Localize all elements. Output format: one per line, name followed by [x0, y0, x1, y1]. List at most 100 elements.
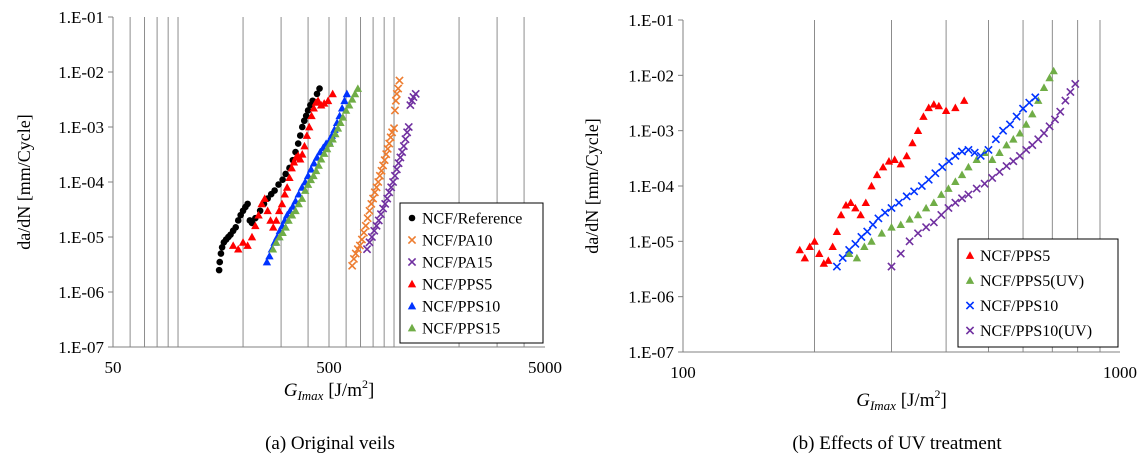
data-point	[234, 217, 242, 224]
legend-label: NCF/Reference	[422, 211, 522, 228]
legend-marker	[407, 279, 417, 288]
data-point	[378, 204, 388, 213]
data-point	[1045, 122, 1054, 131]
data-point	[951, 103, 960, 112]
data-point	[921, 223, 931, 232]
data-point	[294, 140, 302, 147]
data-point	[951, 151, 960, 161]
data-point	[929, 198, 939, 207]
data-point	[344, 100, 354, 109]
x-tick-label: 5000	[528, 358, 562, 377]
data-point	[832, 262, 842, 271]
data-point	[380, 155, 389, 165]
data-point	[1018, 104, 1028, 113]
data-point	[342, 89, 352, 98]
data-point	[810, 237, 819, 245]
y-tick-label: 1.E-04	[58, 173, 104, 192]
legend-label: NCF/PPS15	[422, 321, 500, 338]
series-ncf-pps5	[795, 96, 969, 267]
data-point	[800, 253, 810, 262]
data-point	[815, 249, 824, 257]
data-point	[972, 184, 981, 193]
data-point	[908, 138, 917, 147]
data-point	[828, 242, 837, 251]
data-point	[902, 151, 911, 160]
data-point	[280, 190, 289, 198]
data-point	[385, 188, 394, 197]
data-point	[374, 216, 383, 225]
data-point	[861, 198, 870, 207]
legend-label: NCF/PPS10(UV)	[980, 323, 1092, 340]
data-point	[322, 144, 332, 153]
data-point	[316, 154, 326, 163]
data-point	[957, 170, 967, 179]
data-point	[887, 262, 896, 271]
data-point	[254, 210, 263, 219]
data-point	[331, 129, 340, 138]
data-point	[917, 181, 927, 191]
data-point	[294, 199, 303, 208]
data-point	[309, 171, 318, 180]
legend-label: NCF/PPS5	[980, 248, 1050, 265]
data-point	[247, 232, 257, 241]
data-point	[887, 223, 896, 231]
y-axis-label: da/dN [mm/Cycle]	[582, 118, 602, 253]
data-point	[362, 245, 372, 254]
data-point	[851, 239, 860, 249]
data-point	[391, 96, 401, 105]
data-point	[856, 210, 865, 219]
data-point	[988, 173, 997, 183]
data-point	[991, 135, 1001, 144]
data-point	[896, 249, 905, 258]
x-axis-label: GImax [J/m2]	[856, 387, 947, 413]
data-point	[924, 103, 933, 112]
data-point	[924, 175, 933, 184]
data-point	[370, 226, 379, 235]
data-point	[860, 242, 869, 251]
data-point	[232, 224, 240, 231]
data-point	[238, 238, 248, 246]
data-point	[309, 158, 319, 167]
series-ncf-pps5	[228, 89, 337, 253]
y-tick-label: 1.E-01	[628, 11, 674, 30]
data-point	[228, 241, 238, 249]
data-point	[404, 122, 413, 132]
series-ncf-pa10	[347, 76, 404, 270]
data-point	[934, 101, 944, 110]
data-point	[216, 258, 224, 266]
data-point	[305, 122, 314, 131]
data-point	[359, 228, 369, 237]
data-point	[275, 181, 282, 188]
data-point	[401, 135, 410, 144]
y-tick-labels: 1.E-07 1.E-06 1.E-05 1.E-04 1.E-03 1.E-02 1.E-…	[58, 8, 113, 357]
y-tick-label: 1.E-01	[58, 8, 104, 27]
data-point	[385, 139, 394, 148]
data-point	[291, 206, 300, 215]
y-axis-label: da/dN [mm/Cycle]	[14, 114, 34, 249]
data-point	[325, 139, 335, 147]
legend-marker	[965, 326, 975, 335]
data-point	[296, 154, 305, 163]
data-point	[838, 253, 847, 263]
data-point	[243, 241, 252, 249]
legend-box	[399, 202, 544, 344]
data-point	[937, 210, 946, 220]
data-point	[311, 166, 321, 175]
legend-marker	[407, 301, 417, 310]
data-point	[365, 238, 374, 247]
data-point	[303, 180, 313, 188]
data-point	[302, 131, 312, 139]
data-point	[313, 96, 323, 105]
legend-label: NCF/PA10	[422, 233, 493, 250]
legend: NCF/Reference NCF/PA10 NCF/PA15 NCF/PPS5 NCF…	[399, 202, 544, 344]
data-point	[347, 261, 357, 270]
y-tick-label: 1.E-03	[58, 118, 104, 137]
data-point	[964, 162, 973, 171]
data-point	[905, 237, 914, 246]
y-tick-label: 1.E-07	[58, 338, 104, 357]
data-point	[1061, 96, 1070, 105]
x-tick-label: 100	[670, 363, 696, 382]
data-point	[307, 111, 316, 120]
data-point	[304, 107, 312, 114]
data-point	[844, 249, 854, 257]
